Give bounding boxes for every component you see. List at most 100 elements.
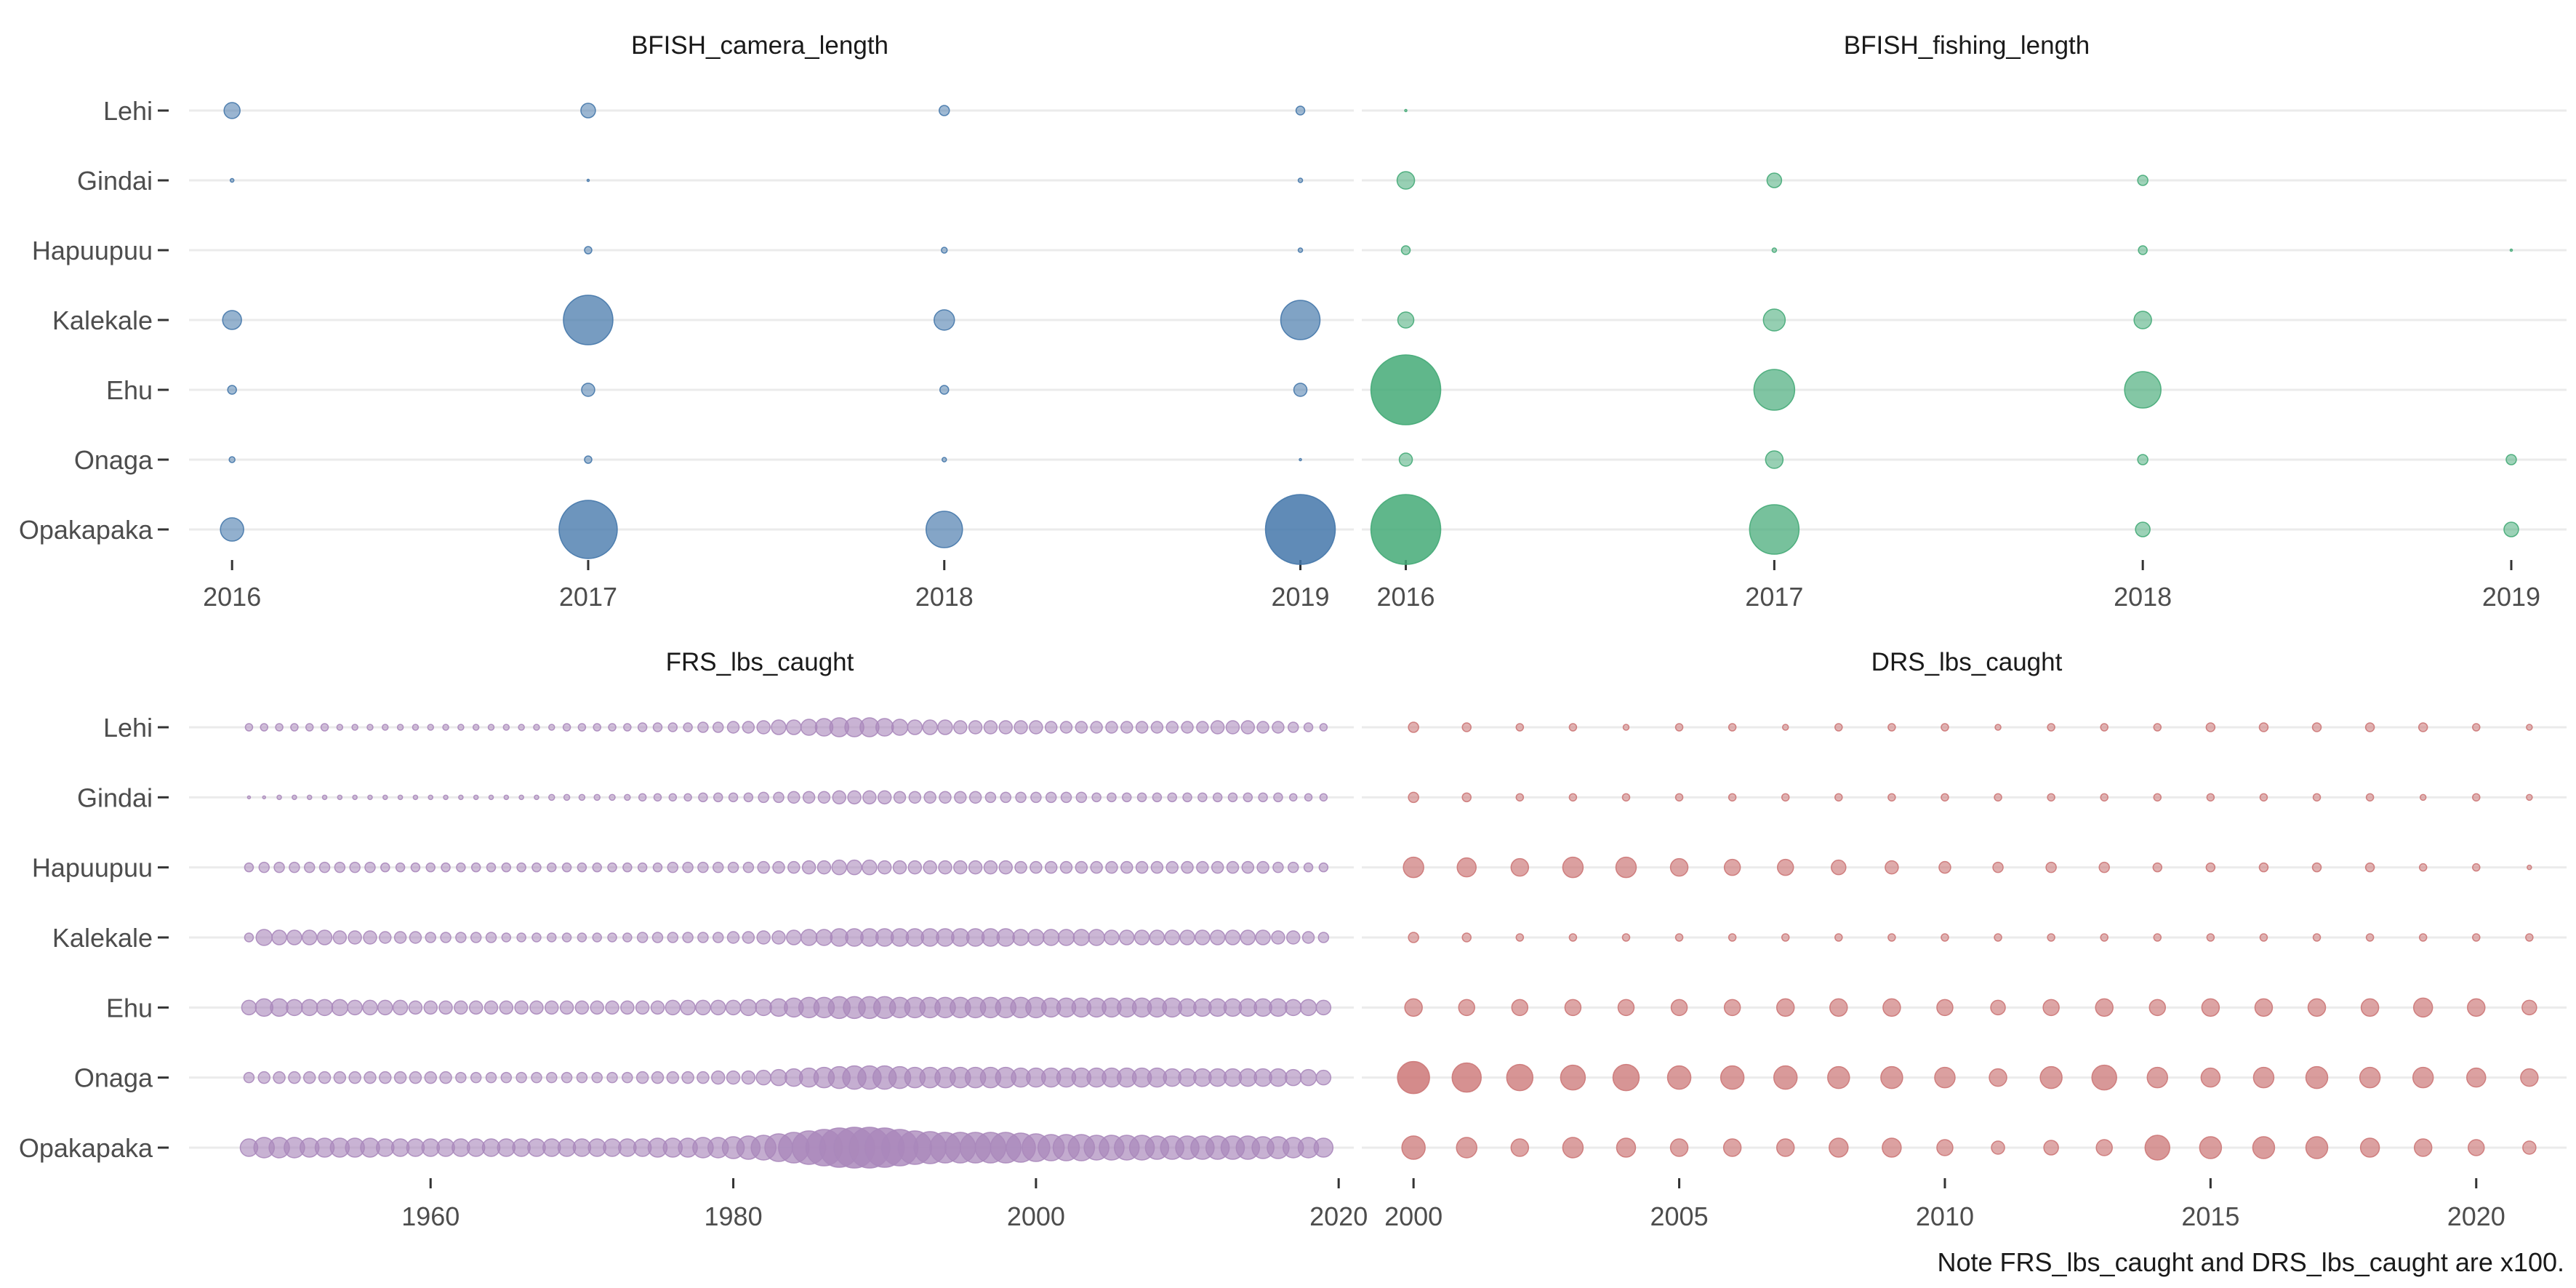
bubble [2047, 723, 2055, 732]
bubble [458, 794, 464, 801]
bubble [2412, 1066, 2434, 1089]
bubble [303, 861, 316, 873]
bubble [577, 932, 587, 943]
bubble [574, 1000, 590, 1015]
bubble [1403, 856, 1424, 879]
bubble [229, 177, 235, 183]
bubble [227, 385, 237, 395]
bubble [605, 1000, 619, 1015]
bubble [1135, 721, 1149, 734]
bubble [468, 1000, 483, 1015]
bubble [954, 791, 967, 804]
bubble [1773, 1065, 1798, 1090]
bubble [558, 500, 618, 559]
bubble [2098, 861, 2110, 873]
bubble [1284, 1068, 1302, 1087]
bubble [622, 862, 633, 873]
bubble [1831, 859, 1847, 876]
bubble [2526, 724, 2533, 731]
bubble [366, 724, 374, 731]
y-tick-label: Ehu [106, 375, 153, 405]
bubble [653, 793, 662, 802]
bubble [586, 178, 590, 183]
bubble [2419, 793, 2427, 801]
bubble [1075, 721, 1088, 734]
bubble [2418, 863, 2428, 872]
bubble [577, 862, 587, 873]
bubble [334, 861, 346, 873]
bubble [1936, 1139, 1954, 1156]
bubble [286, 929, 302, 945]
bubble [1240, 929, 1256, 945]
bubble [1107, 792, 1117, 803]
bubble [713, 792, 723, 803]
bubble [2135, 521, 2151, 537]
bubble [1299, 1068, 1317, 1087]
bubble [1211, 860, 1224, 874]
y-tick-label: Onaga [74, 445, 153, 475]
bubble [1568, 723, 1578, 732]
bubble [1164, 929, 1180, 945]
bubble [1994, 933, 2002, 942]
bubble [1674, 723, 1684, 732]
bubble [1511, 999, 1529, 1017]
bubble [1515, 933, 1525, 942]
bubble [1723, 999, 1741, 1017]
bubble [875, 718, 894, 737]
bubble [2472, 793, 2481, 802]
bubble [1256, 860, 1269, 874]
bubble [410, 862, 421, 873]
bubble [786, 929, 802, 945]
bubble [666, 1071, 680, 1084]
bubble [697, 932, 709, 943]
bubble [1072, 929, 1091, 946]
bubble [2124, 371, 2162, 409]
bubble [2418, 933, 2428, 942]
bubble [1195, 929, 1211, 945]
bubble [1834, 793, 1843, 802]
bubble [561, 862, 572, 873]
bubble [1404, 998, 1423, 1017]
bubble [2199, 1136, 2223, 1159]
bubble [2042, 999, 2060, 1017]
bubble [2360, 998, 2380, 1017]
bubble [516, 932, 526, 943]
bubble [726, 721, 740, 734]
bubble [757, 860, 770, 874]
panel-title: BFISH_camera_length [631, 31, 888, 60]
x-tick-label: 2016 [203, 582, 261, 612]
bubble [2091, 1064, 2117, 1091]
bubble [2413, 1138, 2433, 1157]
bubble [499, 1000, 514, 1015]
panel-title: FRS_lbs_caught [666, 648, 854, 676]
y-tick-label: Gindai [77, 783, 153, 812]
bubble [2521, 999, 2537, 1016]
x-tick-label: 2000 [1384, 1201, 1443, 1231]
bubble [2047, 933, 2055, 942]
bubble [1829, 998, 1848, 1017]
bubble [593, 723, 601, 732]
bubble [318, 861, 331, 873]
bubble [727, 861, 739, 873]
bubble [1401, 1135, 1426, 1160]
bubble [488, 794, 494, 801]
bubble [968, 720, 983, 735]
bubble [1181, 721, 1194, 734]
bubble [697, 861, 709, 873]
bubble [548, 793, 555, 801]
bubble [1255, 929, 1271, 945]
bubble [651, 932, 664, 943]
bubble [563, 295, 614, 345]
bubble [220, 517, 244, 542]
bubble [2503, 521, 2519, 537]
bubble [424, 1071, 437, 1084]
bubble [581, 383, 595, 397]
bubble [877, 790, 892, 805]
bubble [698, 792, 708, 803]
bubble [333, 1071, 347, 1084]
bubble [1408, 932, 1419, 943]
bubble [1044, 860, 1058, 874]
bubble [316, 929, 333, 945]
y-tick-label: Lehi [103, 96, 153, 126]
